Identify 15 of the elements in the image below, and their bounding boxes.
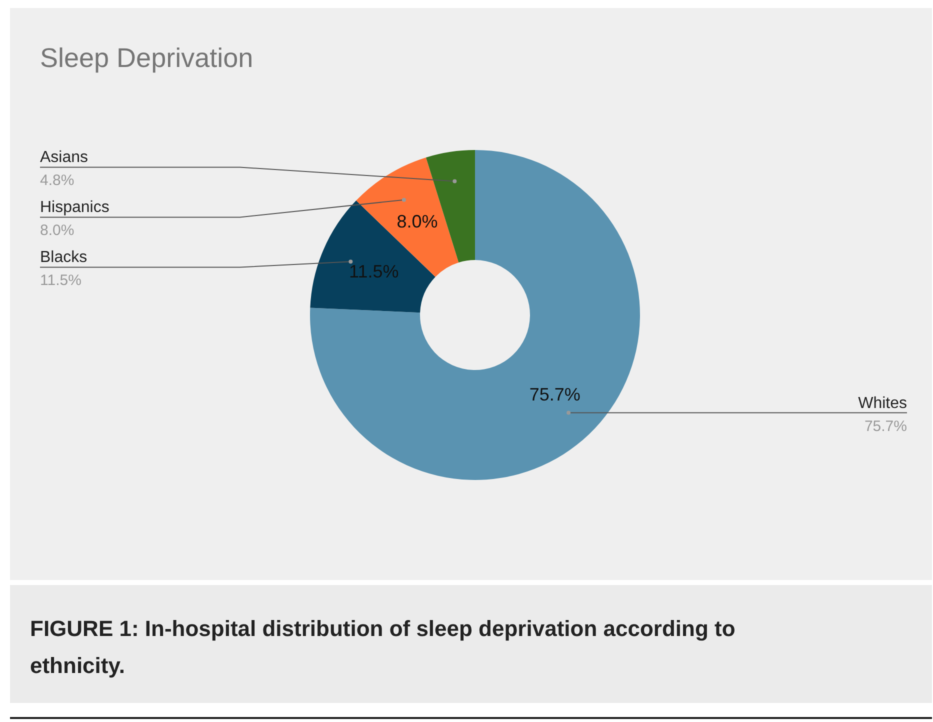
donut-slice	[310, 200, 436, 313]
data-label: 4.8%	[40, 172, 74, 190]
chart-title: Sleep Deprivation	[40, 43, 254, 73]
donut-slice	[310, 150, 640, 480]
data-label: 8.0%	[396, 211, 438, 232]
slice-label: Hispanics	[40, 199, 110, 216]
data-label: 11.5%	[349, 262, 399, 282]
data-label: 75.7%	[529, 384, 580, 404]
slice-label: Asians	[40, 149, 88, 166]
slice-label: Blacks	[40, 249, 88, 266]
text: 75.7%	[864, 418, 907, 435]
slice-label: Whites	[858, 394, 907, 412]
caption: FIGURE 1: In-hospital distribution of sleep deprivation according to ethnicity.	[30, 616, 736, 678]
text: 11.5%	[40, 272, 82, 290]
text: 8.0%	[40, 222, 74, 240]
